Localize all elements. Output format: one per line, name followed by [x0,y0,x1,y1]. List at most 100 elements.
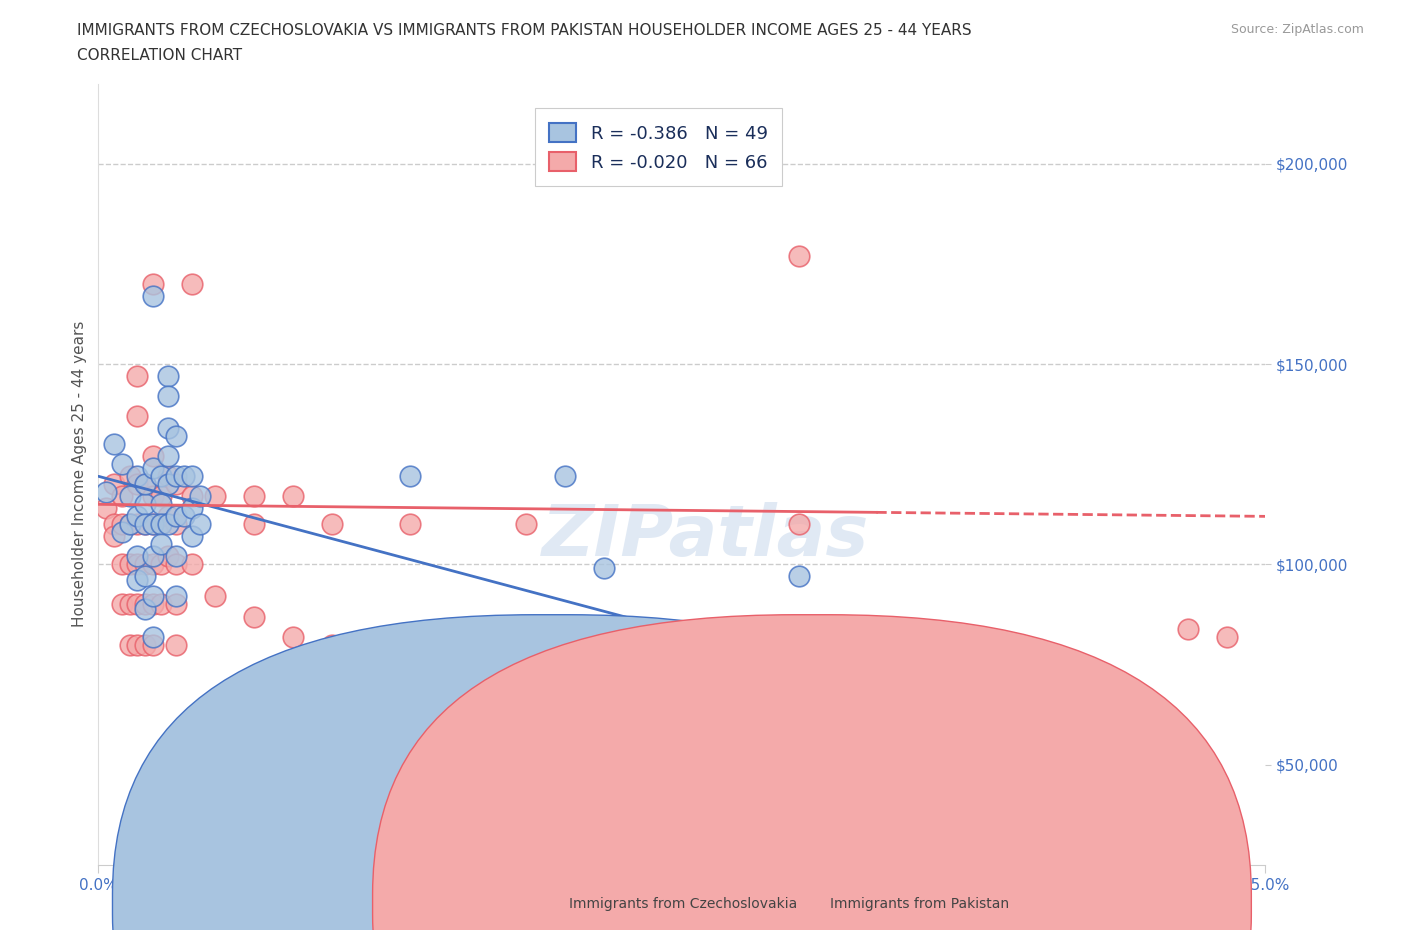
Point [593,649,616,664]
Point [173,509,195,524]
Point [149,517,172,532]
Point [165,429,187,444]
Point [165,477,187,492]
Point [157,517,180,532]
Point [118,517,141,532]
Point [111,597,134,612]
Point [321,637,343,652]
Point [1021,670,1043,684]
Text: ZIPatlas: ZIPatlas [541,502,869,571]
Point [134,557,156,572]
Point [281,629,304,644]
Point [188,489,211,504]
Point [515,517,537,532]
Point [157,549,180,564]
Point [787,569,810,584]
Point [165,549,187,564]
Point [787,248,810,263]
Point [127,509,149,524]
Point [515,717,537,732]
Point [142,288,165,303]
Point [165,469,187,484]
Point [157,449,180,464]
Point [127,517,149,532]
Point [103,517,125,532]
Point [173,469,195,484]
Point [165,589,187,604]
Point [134,517,156,532]
Point [134,517,156,532]
Point [127,477,149,492]
Point [127,557,149,572]
Text: Immigrants from Pakistan: Immigrants from Pakistan [830,897,1008,911]
Point [111,489,134,504]
Point [142,557,165,572]
Point [180,529,202,544]
Point [142,549,165,564]
Point [165,557,187,572]
Point [1137,725,1160,740]
Point [243,489,266,504]
Point [134,497,156,512]
Point [96,485,118,499]
Point [165,597,187,612]
Point [134,597,156,612]
Point [111,557,134,572]
Point [103,529,125,544]
Point [787,517,810,532]
Point [134,477,156,492]
Point [142,629,165,644]
Point [149,517,172,532]
Point [103,477,125,492]
Point [118,637,141,652]
Point [281,489,304,504]
Y-axis label: Householder Income Ages 25 - 44 years: Householder Income Ages 25 - 44 years [72,321,87,628]
Point [118,597,141,612]
Point [243,517,266,532]
Point [1215,629,1237,644]
Point [398,637,420,652]
Point [127,573,149,588]
Point [157,477,180,492]
Point [180,501,202,516]
Point [554,469,576,484]
Point [127,549,149,564]
Point [142,276,165,291]
Point [157,368,180,383]
Point [593,561,616,576]
Point [127,368,149,383]
Point [127,637,149,652]
Point [142,517,165,532]
Text: IMMIGRANTS FROM CZECHOSLOVAKIA VS IMMIGRANTS FROM PAKISTAN HOUSEHOLDER INCOME AG: IMMIGRANTS FROM CZECHOSLOVAKIA VS IMMIGR… [77,23,972,38]
Point [398,517,420,532]
Point [111,525,134,539]
Point [180,276,202,291]
Point [477,649,499,664]
Point [142,449,165,464]
Point [118,557,141,572]
Point [118,489,141,504]
Point [157,509,180,524]
Text: Source: ZipAtlas.com: Source: ZipAtlas.com [1230,23,1364,36]
Point [111,517,134,532]
Point [96,501,118,516]
Point [204,489,226,504]
Point [204,589,226,604]
Point [118,469,141,484]
Point [165,517,187,532]
Point [103,437,125,452]
Point [157,420,180,435]
Point [149,537,172,551]
Point [127,409,149,424]
Point [142,489,165,504]
Point [149,597,172,612]
Point [180,557,202,572]
Point [321,517,343,532]
Point [134,637,156,652]
Point [149,489,172,504]
Point [243,609,266,624]
Point [188,517,211,532]
Point [398,469,420,484]
Text: Immigrants from Czechoslovakia: Immigrants from Czechoslovakia [569,897,797,911]
Point [142,637,165,652]
